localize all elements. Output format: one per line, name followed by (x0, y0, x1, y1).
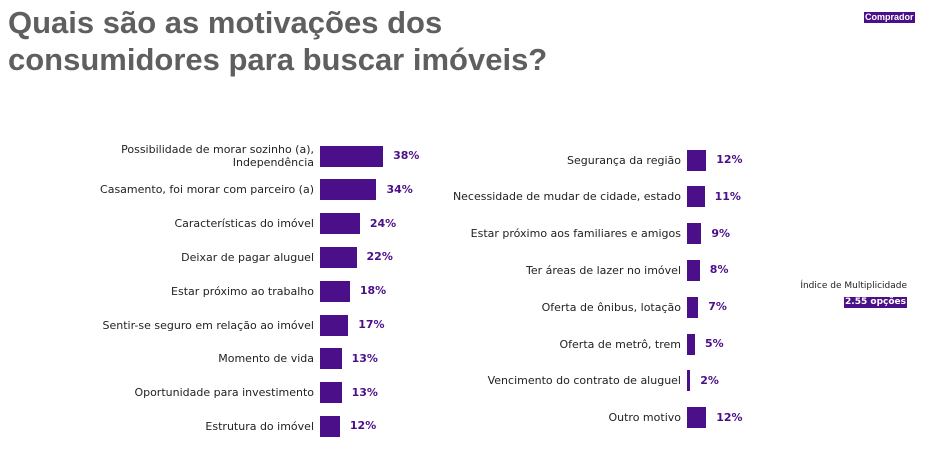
category-label-line: Possibilidade de morar sozinho (a), (121, 143, 314, 156)
bar (687, 259, 700, 281)
bar (320, 415, 340, 437)
category-label-line: Casamento, foi morar com parceiro (a) (100, 183, 314, 197)
bar (320, 280, 350, 302)
category-label-line: Ter áreas de lazer no imóvel (525, 263, 681, 277)
value-label: 17% (358, 318, 385, 331)
category-label: Características do imóvel (14, 217, 314, 230)
category-label-line: Oferta de ônibus, lotação (541, 300, 681, 314)
value-label: 7% (708, 300, 727, 314)
segment-badge: Comprador (864, 12, 915, 23)
bar (687, 223, 702, 245)
value-label: 11% (714, 189, 741, 203)
bar (687, 370, 691, 392)
category-label-line: Independência (232, 156, 314, 169)
value-label: 18% (359, 284, 387, 298)
category-label-line: Estar próximo ao trabalho (171, 284, 314, 298)
category-label: Estar próximo aos familiares e amigos (381, 227, 681, 240)
bar (687, 186, 705, 208)
category-label-line: Oportunidade para investimento (134, 386, 314, 400)
category-label-line: Estar próximo aos familiares e amigos (470, 227, 681, 241)
value-label: 38% (393, 149, 420, 162)
category-label: Casamento, foi morar com parceiro (a) (14, 183, 314, 196)
category-label-line: Deixar de pagar aluguel (181, 250, 314, 264)
category-label-line: Outro motivo (608, 411, 681, 425)
category-label: Deixar de pagar aluguel (14, 251, 314, 264)
category-label: Estar próximo ao trabalho (14, 285, 314, 298)
multiplicity-label: Índice de Multiplicidade (800, 281, 907, 291)
bar (687, 149, 707, 171)
value-label: 9% (711, 226, 731, 240)
category-label-line: Necessidade de mudar de cidade, estado (452, 190, 681, 204)
category-label: Oferta de metrô, trem (381, 337, 682, 351)
value-label: 34% (386, 182, 413, 196)
value-label: 2% (700, 373, 719, 387)
value-label: 22% (366, 250, 393, 264)
value-label: 12% (349, 419, 377, 433)
bar (687, 407, 707, 429)
category-label: Ter áreas de lazer no imóvel (381, 264, 681, 277)
value-label: 12% (716, 410, 743, 424)
bar (320, 246, 357, 268)
category-label-line: Sentir-se seguro em relação ao imóvel (102, 318, 314, 332)
category-label: Necessidade de mudar de cidade, estado (381, 190, 681, 203)
category-label: Outro motivo (381, 411, 681, 424)
title-line-2: consumidores para buscar imóveis? (8, 42, 548, 77)
category-label: Sentir-se seguro em relação ao imóvel (14, 319, 314, 332)
value-label: 5% (705, 337, 724, 350)
bar (320, 314, 349, 336)
category-label: Oferta de ônibus, lotação (381, 301, 681, 314)
bar (320, 213, 360, 235)
category-label-line: Oferta de metrô, trem (559, 337, 682, 351)
title-line-1: Quais são as motivações dos (8, 5, 443, 40)
bar (687, 296, 699, 318)
value-label: 13% (351, 351, 378, 365)
category-label: Segurança da região (381, 154, 681, 167)
category-label-line: Momento de vida (218, 352, 314, 366)
category-label-line: Características do imóvel (174, 217, 314, 231)
category-label: Vencimento do contrato de aluguel (381, 374, 681, 387)
bar (320, 145, 384, 167)
value-label: 13% (351, 385, 378, 399)
category-label: Oportunidade para investimento (14, 386, 314, 399)
value-label: 24% (369, 216, 397, 230)
category-label: Possibilidade de morar sozinho (a), Indep… (14, 143, 314, 169)
bar (320, 382, 342, 404)
multiplicity-value: 2.55 opções (844, 297, 907, 308)
category-label-line: Estrutura do imóvel (205, 419, 314, 433)
page-title: Quais são as motivações dos consumidores… (8, 4, 628, 78)
value-label: 12% (716, 153, 743, 166)
category-label-line: Segurança da região (566, 153, 681, 167)
value-label: 8% (709, 263, 729, 277)
category-label-line: Vencimento do contrato de aluguel (487, 374, 681, 388)
category-label: Estrutura do imóvel (14, 420, 314, 433)
category-label: Momento de vida (14, 352, 314, 365)
bar (320, 179, 377, 201)
bar (687, 333, 695, 355)
bar (320, 348, 342, 370)
